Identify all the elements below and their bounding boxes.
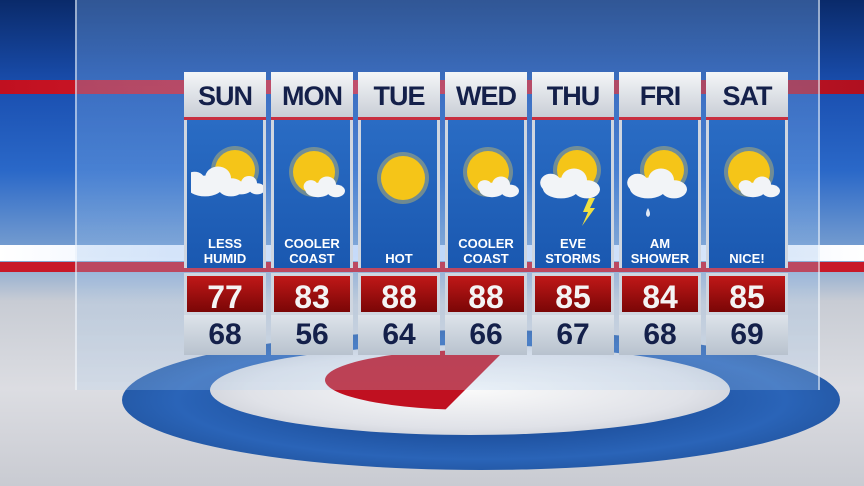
high-temp: 88 — [358, 273, 440, 315]
condition-panel: HOT — [358, 120, 440, 268]
lightning-bolt — [582, 198, 595, 226]
day-label: FRI — [619, 72, 701, 120]
cloud-shape — [228, 176, 263, 195]
low-temp: 64 — [358, 315, 440, 355]
forecast-day-sat: SAT NICE! 85 69 — [706, 72, 788, 358]
low-temp: 68 — [619, 315, 701, 355]
condition-text: HOT — [361, 236, 437, 266]
low-temp: 66 — [445, 315, 527, 355]
low-temp: 56 — [271, 315, 353, 355]
cloud-shape — [477, 176, 519, 198]
condition-panel: EVE STORMS — [532, 120, 614, 268]
condition-panel: LESS HUMID — [184, 120, 266, 268]
high-temp: 77 — [184, 273, 266, 315]
condition-text: COOLER COAST — [274, 236, 350, 266]
forecast-day-fri: FRI AM SHOWER 84 68 — [619, 72, 701, 358]
low-temp: 68 — [184, 315, 266, 355]
condition-line-1: AM — [649, 236, 671, 251]
forecast-day-thu: THU EVE STORMS 85 67 — [532, 72, 614, 358]
high-temp: 84 — [619, 273, 701, 315]
condition-text: LESS HUMID — [187, 236, 263, 266]
high-temp: 85 — [532, 273, 614, 315]
day-label: SUN — [184, 72, 266, 120]
cloud-shape — [627, 168, 687, 199]
high-temp: 85 — [706, 273, 788, 315]
condition-line-1 — [361, 236, 437, 251]
condition-line-1: EVE — [559, 236, 586, 251]
condition-line-2: COAST — [463, 251, 509, 266]
condition-panel: COOLER COAST — [445, 120, 527, 268]
cloud-shape — [540, 168, 600, 199]
forecast-day-mon: MON COOLER COAST 83 56 — [271, 72, 353, 358]
day-label: THU — [532, 72, 614, 120]
condition-line-1 — [709, 236, 785, 251]
condition-line-2: COAST — [289, 251, 335, 266]
cloud-shape — [303, 176, 345, 198]
forecast-day-tue: TUE HOT 88 64 — [358, 72, 440, 358]
day-label: TUE — [358, 72, 440, 120]
day-label: WED — [445, 72, 527, 120]
high-temp: 83 — [271, 273, 353, 315]
condition-line-2: HOT — [385, 251, 413, 266]
condition-text: NICE! — [709, 236, 785, 266]
forecast-day-sun: SUN LESS HUMID 77 68 — [184, 72, 266, 358]
low-temp: 67 — [532, 315, 614, 355]
condition-text: COOLER COAST — [448, 236, 524, 266]
day-label: MON — [271, 72, 353, 120]
condition-line-1: LESS — [208, 236, 242, 251]
condition-line-2: NICE! — [729, 251, 765, 266]
condition-line-2: SHOWER — [630, 251, 690, 266]
rain-drop — [646, 208, 650, 217]
low-temp: 69 — [706, 315, 788, 355]
condition-text: AM SHOWER — [622, 236, 698, 266]
condition-line-2: HUMID — [203, 251, 247, 266]
condition-line-1: COOLER — [284, 236, 340, 251]
condition-text: EVE STORMS — [535, 236, 611, 266]
forecast-day-wed: WED COOLER COAST 88 66 — [445, 72, 527, 358]
cloud-shape — [738, 176, 780, 198]
condition-line-1: COOLER — [458, 236, 514, 251]
condition-panel: NICE! — [706, 120, 788, 268]
condition-panel: COOLER COAST — [271, 120, 353, 268]
condition-line-2: STORMS — [545, 251, 601, 266]
day-label: SAT — [706, 72, 788, 120]
high-temp: 88 — [445, 273, 527, 315]
condition-panel: AM SHOWER — [619, 120, 701, 268]
